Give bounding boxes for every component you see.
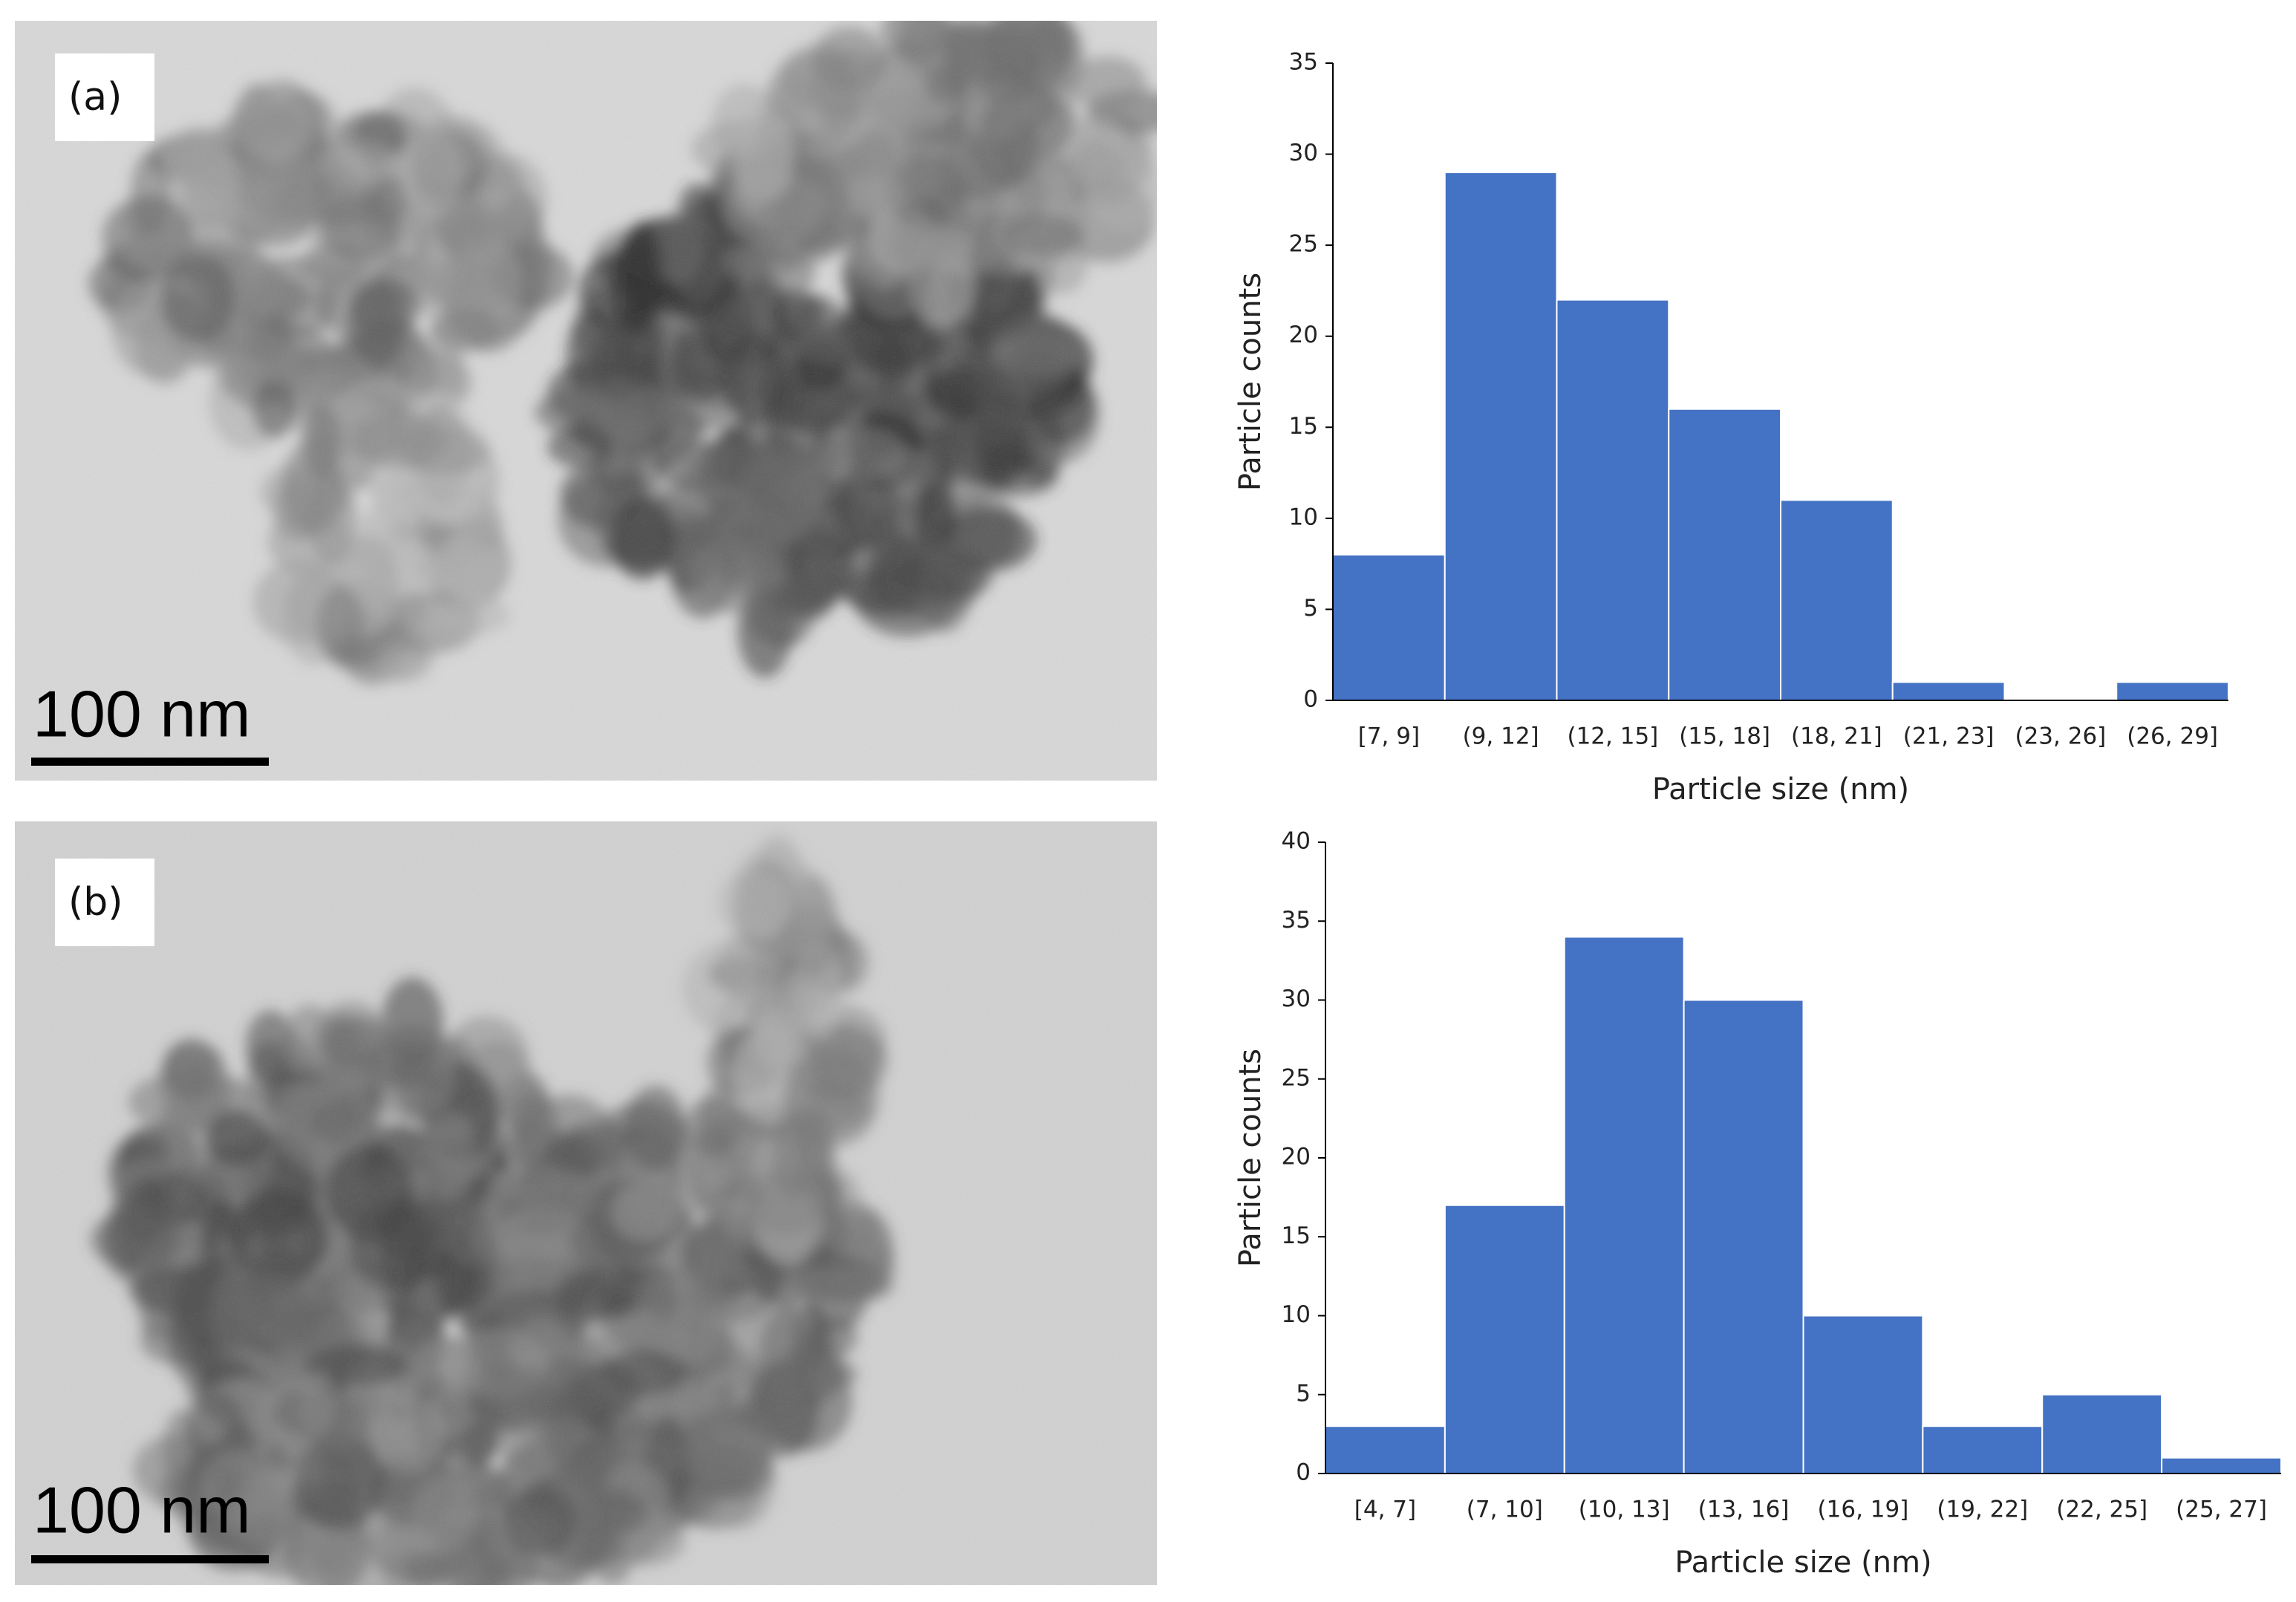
x-tick-label: (25, 27] xyxy=(2176,1497,2267,1523)
y-tick-label: 5 xyxy=(1296,1380,1311,1407)
x-tick-label: (13, 16] xyxy=(1698,1497,1790,1523)
y-tick-label: 30 xyxy=(1289,140,1318,166)
scale-bar xyxy=(31,1555,269,1563)
y-axis-label: Particle counts xyxy=(1233,273,1268,491)
x-tick-label: (22, 25] xyxy=(2056,1497,2147,1523)
y-tick-label: 15 xyxy=(1289,413,1318,440)
y-tick-label: 25 xyxy=(1289,231,1318,258)
tem-image xyxy=(15,821,1157,1585)
bar xyxy=(1802,1315,1924,1474)
bar xyxy=(1444,1204,1565,1474)
bar xyxy=(2041,1393,2163,1474)
noise xyxy=(15,821,1157,1585)
bar xyxy=(1563,936,1685,1474)
x-tick-label: (9, 12] xyxy=(1463,723,1539,750)
scale-bar-label: 100 nm xyxy=(33,1473,251,1546)
y-tick-label: 35 xyxy=(1289,49,1318,76)
bar xyxy=(1325,1425,1446,1474)
bar xyxy=(1556,299,1670,701)
bar xyxy=(2116,681,2229,702)
x-tick-label: (26, 29] xyxy=(2127,723,2218,750)
x-tick-label: (12, 15] xyxy=(1567,723,1658,750)
x-tick-label: (7, 10] xyxy=(1467,1497,1543,1523)
y-tick-label: 0 xyxy=(1303,686,1318,713)
x-tick-label: (21, 23] xyxy=(1903,723,1995,750)
y-tick-label: 25 xyxy=(1282,1064,1311,1091)
noise xyxy=(15,21,1157,781)
label-box xyxy=(55,859,154,946)
y-tick-label: 20 xyxy=(1289,322,1318,348)
y-axis-label: Particle counts xyxy=(1233,1049,1268,1267)
bar xyxy=(1683,999,1804,1474)
x-axis-label: Particle size (nm) xyxy=(1674,1546,1931,1580)
bar xyxy=(1780,499,1894,701)
y-tick-label: 20 xyxy=(1282,1144,1311,1170)
y-tick-label: 10 xyxy=(1289,504,1318,530)
x-tick-label: [7, 9] xyxy=(1358,723,1420,750)
x-axis-label: Particle size (nm) xyxy=(1652,772,1909,807)
y-tick-label: 40 xyxy=(1282,828,1311,855)
bar xyxy=(1891,681,2006,702)
bar xyxy=(1332,553,1446,702)
x-tick-label: (16, 19] xyxy=(1818,1497,1909,1523)
x-tick-label: (19, 22] xyxy=(1937,1497,2028,1523)
x-tick-label: (15, 18] xyxy=(1679,723,1770,750)
scale-bar xyxy=(31,758,269,766)
bar xyxy=(1444,172,1558,702)
y-tick-label: 10 xyxy=(1282,1301,1311,1328)
bar xyxy=(1922,1425,2044,1474)
bar xyxy=(1668,408,1781,701)
x-tick-label: (18, 21] xyxy=(1791,723,1882,750)
bar xyxy=(2161,1456,2282,1474)
panel-label: (b) xyxy=(68,880,123,925)
panel-label: (a) xyxy=(68,75,122,120)
y-tick-label: 5 xyxy=(1303,595,1318,622)
y-tick-label: 15 xyxy=(1282,1222,1311,1249)
x-tick-label: [4, 7] xyxy=(1354,1497,1416,1523)
label-box xyxy=(55,53,154,141)
y-tick-label: 30 xyxy=(1282,986,1311,1012)
x-tick-label: (23, 26] xyxy=(2015,723,2106,750)
y-tick-label: 0 xyxy=(1296,1459,1311,1486)
x-tick-label: (10, 13] xyxy=(1579,1497,1670,1523)
tem-image xyxy=(15,21,1157,781)
y-tick-label: 35 xyxy=(1282,907,1311,934)
scale-bar-label: 100 nm xyxy=(33,677,251,750)
